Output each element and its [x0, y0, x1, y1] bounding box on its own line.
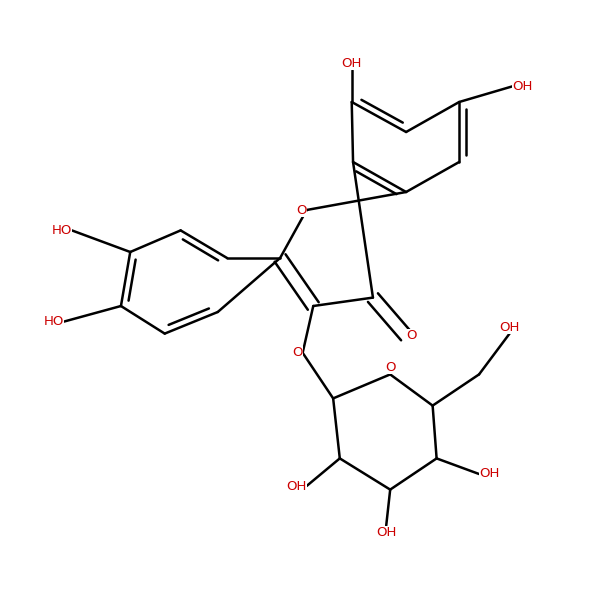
Text: HO: HO [52, 224, 72, 237]
Text: O: O [296, 203, 307, 217]
Text: HO: HO [44, 315, 64, 328]
Text: O: O [292, 346, 302, 359]
Text: OH: OH [341, 56, 362, 70]
Text: OH: OH [479, 467, 499, 481]
Text: OH: OH [499, 320, 520, 334]
Text: O: O [406, 329, 416, 343]
Text: OH: OH [512, 80, 533, 93]
Text: OH: OH [376, 526, 397, 539]
Text: OH: OH [286, 479, 307, 493]
Text: O: O [385, 361, 395, 374]
